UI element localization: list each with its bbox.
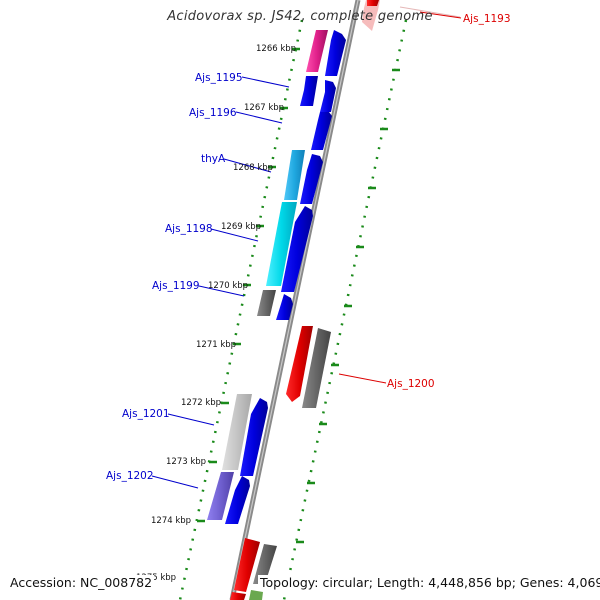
gene-feature-magenta[interactable]	[306, 30, 328, 72]
gene-ajs-1202[interactable]	[207, 472, 234, 520]
outer-ring-tick-marks	[296, 68, 400, 544]
gene-label-ajs-1193[interactable]: Ajs_1193	[463, 13, 511, 25]
ruler-labels: 1266 kbp 1267 kbp 1268 kbp 1269 kbp 1270…	[136, 44, 296, 583]
dotted-ring-outer	[282, 19, 408, 600]
gene-feature-blue-2[interactable]	[320, 80, 336, 112]
gene-label-ajs-1199[interactable]: Ajs_1199	[152, 280, 200, 292]
gene-thya[interactable]	[284, 150, 305, 200]
ruler-label: 1267 kbp	[244, 103, 284, 113]
ruler-label: 1270 kbp	[208, 281, 248, 291]
gene-ajs-1198[interactable]	[266, 202, 297, 286]
genome-backbone-highlight	[231, 0, 359, 600]
gene-feature-blue-6[interactable]	[240, 398, 268, 476]
gene-ajs-1195[interactable]	[300, 76, 318, 106]
gene-feature-blue-5[interactable]	[276, 294, 293, 320]
gene-feature-blue-4[interactable]	[281, 206, 313, 292]
gene-ajs-1196[interactable]	[311, 112, 332, 150]
gene-feature-gray-bottom[interactable]	[253, 544, 277, 584]
gene-feature-blue-1[interactable]	[325, 30, 346, 76]
gene-feature-blue-3[interactable]	[300, 154, 323, 204]
map-title: Acidovorax sp. JS42, complete genome	[167, 9, 433, 24]
gene-label-ajs-1201[interactable]: Ajs_1201	[122, 408, 170, 420]
ruler-label: 1274 kbp	[151, 516, 191, 526]
ajs-1200-leader	[338, 373, 387, 384]
ruler-tick-marks	[197, 47, 300, 523]
gene-label-ajs-1198[interactable]: Ajs_1198	[165, 223, 213, 235]
genome-summary-text: Topology: circular; Length: 4,448,856 bp…	[258, 575, 600, 590]
gene-labels: Ajs_1195 Ajs_1196 thyA Ajs_1198 Ajs_1199…	[106, 13, 511, 482]
gene-feature-green-bottom[interactable]	[249, 590, 263, 600]
gene-label-ajs-1196[interactable]: Ajs_1196	[189, 107, 237, 119]
gene-ajs-1201[interactable]	[222, 394, 252, 470]
gene-feature-red[interactable]	[286, 326, 313, 402]
ruler-label: 1266 kbp	[256, 44, 296, 54]
gene-ajs-1193-feature[interactable]	[362, 0, 380, 31]
ruler-label: 1271 kbp	[196, 340, 236, 350]
gene-ajs-1193-feature-core[interactable]	[367, 0, 379, 6]
ajs-1193-leader	[399, 6, 461, 18]
gene-label-thya[interactable]: thyA	[201, 153, 226, 165]
gene-feature-red-bottom-2[interactable]	[230, 592, 246, 600]
ruler-label: 1272 kbp	[181, 398, 221, 408]
gene-label-ajs-1202[interactable]: Ajs_1202	[106, 470, 154, 482]
ajs-1193-leader-2	[419, 11, 462, 19]
ruler-label: 1268 kbp	[233, 163, 273, 173]
accession-text: Accession: NC_008782	[8, 575, 155, 590]
gene-label-ajs-1195[interactable]: Ajs_1195	[195, 72, 243, 84]
gene-feature-red-bottom[interactable]	[234, 538, 260, 592]
gene-feature-blue-7[interactable]	[225, 476, 250, 524]
gene-ajs-1200[interactable]	[302, 328, 331, 408]
ruler-label: 1273 kbp	[166, 457, 206, 467]
gene-ajs-1199[interactable]	[257, 290, 276, 316]
ruler-label: 1269 kbp	[221, 222, 261, 232]
gene-label-ajs-1200[interactable]: Ajs_1200	[387, 378, 435, 390]
left-leader-lines	[151, 76, 290, 489]
ruler-label: 1275 kbp	[136, 573, 176, 583]
